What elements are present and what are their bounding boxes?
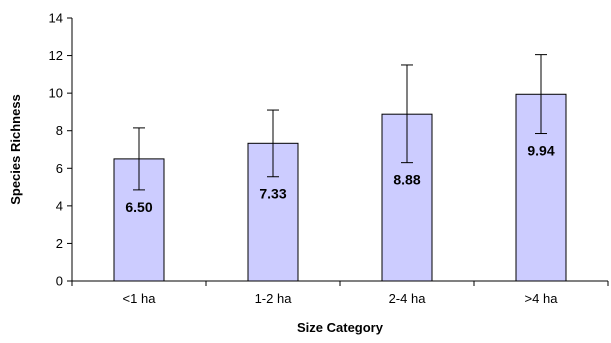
y-tick-label: 8 [56, 123, 63, 138]
y-tick-label: 0 [56, 274, 63, 289]
x-tick-label: >4 ha [525, 291, 559, 306]
data-label: 8.88 [393, 172, 420, 188]
data-label: 6.50 [125, 199, 152, 215]
y-axis-title: Species Richness [8, 94, 23, 205]
y-tick-label: 2 [56, 236, 63, 251]
y-tick-label: 12 [49, 48, 63, 63]
data-label: 9.94 [527, 143, 554, 159]
y-tick-label: 14 [49, 11, 63, 26]
y-axis: 0 2 4 6 8 10 12 14 [49, 11, 73, 289]
y-tick-label: 6 [56, 161, 63, 176]
x-tick-label: 1-2 ha [255, 291, 293, 306]
x-axis-title: Size Category [297, 320, 384, 335]
x-axis: <1 ha 1-2 ha 2-4 ha >4 ha [71, 280, 609, 306]
plot-area: 6.50 7.33 8.88 9.94 [113, 54, 567, 282]
y-tick-label: 10 [49, 86, 63, 101]
y-tick-label: 4 [56, 198, 63, 213]
x-tick-label: 2-4 ha [389, 291, 427, 306]
x-tick-label: <1 ha [123, 291, 157, 306]
data-label: 7.33 [259, 186, 286, 202]
